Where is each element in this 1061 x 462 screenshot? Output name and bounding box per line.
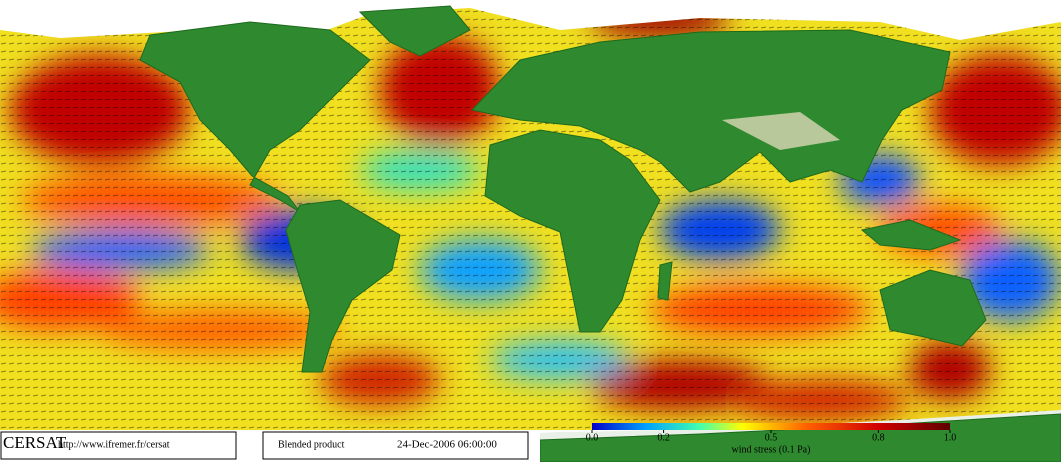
footer: CERSAT http://www.ifremer.fr/cersat Blen… (0, 431, 529, 460)
product: Blended product (278, 439, 345, 450)
product-box (262, 431, 529, 460)
url: http://www.ifremer.fr/cersat (58, 439, 170, 450)
colorbar-tick-label: 0.5 (765, 432, 778, 443)
colorbar-tick-label: 0.0 (586, 432, 599, 443)
colorbar-tick-label: 0.8 (872, 432, 885, 443)
colorbar: wind stress (0.1 Pa) 0.0 0.2 0.5 0.8 1.0 (586, 423, 957, 455)
datetime: 24-Dec-2006 06:00:00 (397, 439, 497, 451)
colorbar-gradient (592, 423, 950, 430)
colorbar-tick-label: 1.0 (944, 432, 957, 443)
logo-box (0, 431, 237, 460)
colorbar-label: wind stress (0.1 Pa) (732, 444, 811, 455)
colorbar-tick-label: 0.2 (657, 432, 670, 443)
logo: CERSAT (3, 433, 67, 452)
